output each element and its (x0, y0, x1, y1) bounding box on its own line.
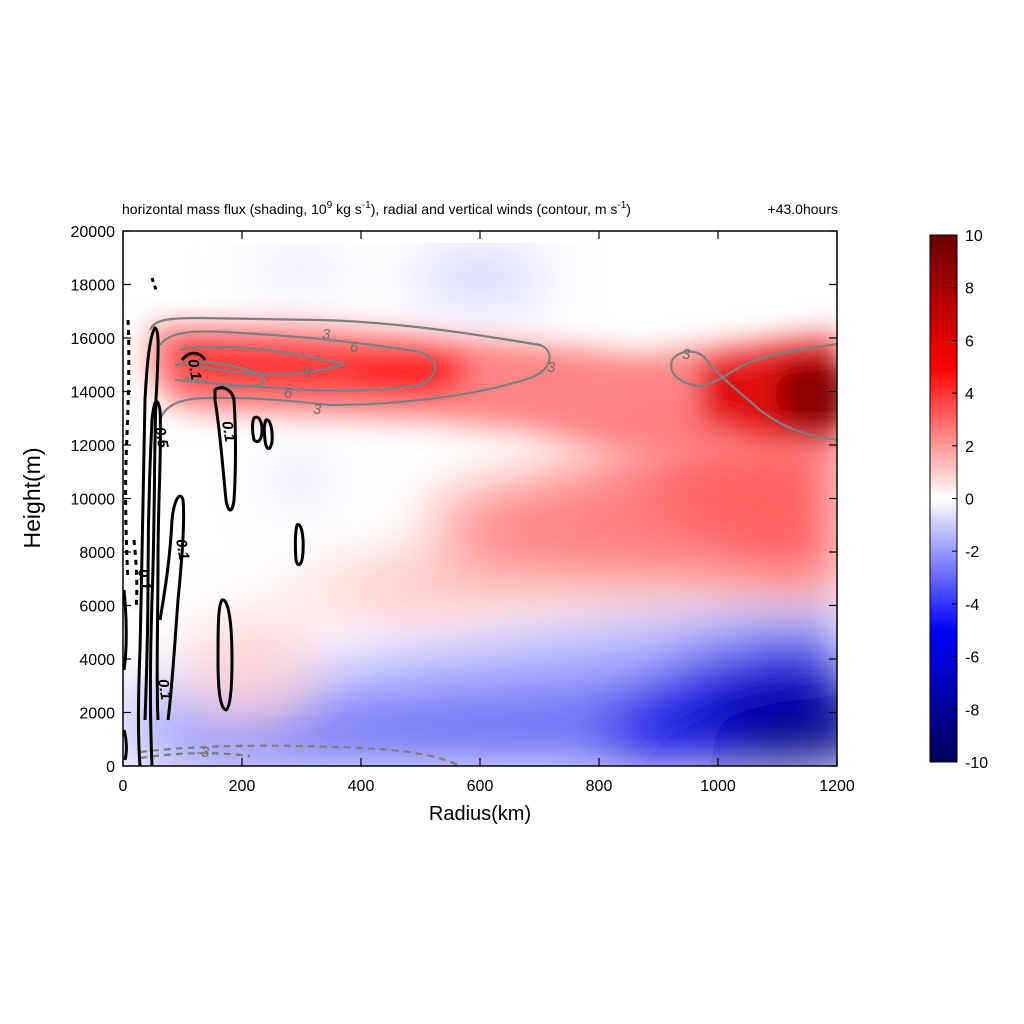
contour-radial-3-outer-b (670, 343, 837, 388)
y-tick-label: 18000 (71, 278, 116, 295)
contour-w-main (137, 326, 160, 766)
contour-w-left-2 (123, 729, 128, 761)
clabel-w-0.1-d: 0.1 (134, 568, 154, 591)
colorbar-ticks: 10 8 6 4 2 0 -2 -4 -6 -8 -10 (952, 228, 988, 772)
contour-w-small-2 (262, 418, 274, 450)
contour-w-neg-2 (132, 539, 139, 611)
time-label: +43.0hours (768, 201, 838, 217)
contour-w-neg-3 (150, 277, 158, 291)
y-tick-label: 8000 (79, 545, 115, 562)
colorbar-tick-label: -10 (965, 755, 988, 772)
colorbar-tick-label: -6 (965, 650, 979, 667)
contour-w-left (123, 589, 128, 671)
x-axis: 0 200 400 600 800 1000 1200 (119, 231, 855, 795)
clabel-w-0.1-a: 0.1 (184, 358, 204, 381)
colorbar-tick-label: -2 (965, 544, 979, 561)
y-tick-label: 12000 (71, 438, 116, 455)
clabel-3-far: 3 (682, 346, 691, 363)
contour-radial-6 (159, 330, 437, 392)
y-tick-label: 16000 (71, 331, 116, 348)
contour-radial-neg3 (139, 744, 461, 766)
colorbar-tick-label: 8 (965, 281, 974, 298)
chart-title: horizontal mass flux (shading, 109 kg s-… (122, 200, 631, 217)
colorbar: 10 8 6 4 2 0 -2 -4 -6 -8 -10 (929, 228, 988, 772)
clabel-3-bottom: 3 (313, 401, 322, 418)
clabel-6-top: 6 (350, 339, 359, 356)
x-tick-label: 800 (586, 778, 613, 795)
colorbar-tick-label: 6 (965, 333, 974, 350)
clabel-3-top: 3 (322, 326, 331, 343)
y-tick-label: 4000 (79, 652, 115, 669)
contour-w-small-1 (251, 415, 264, 443)
colorbar-tick-label: 2 (965, 439, 974, 456)
y-tick-label: 20000 (71, 224, 116, 241)
y-tick-label: 0 (106, 759, 115, 776)
x-axis-title: Radius(km) (429, 803, 531, 825)
colorbar-tick-label: -8 (965, 702, 979, 719)
colorbar-tick-label: 10 (965, 228, 983, 245)
x-tick-label: 600 (467, 778, 494, 795)
contour-labels: 3 6 9 6 3 3 3 -3 0.1 0.1 0.5 0.1 0.1 0.1 (134, 326, 691, 761)
contour-w-0.1-e (180, 351, 207, 362)
mass-flux-shading (123, 231, 837, 766)
clabel-9: 9 (303, 364, 312, 381)
contour-w-0.1-b (158, 494, 186, 721)
y-axis-title: Height(m) (19, 448, 45, 549)
x-tick-label: 1000 (700, 778, 736, 795)
clabel-w-0.1-e: 0.1 (154, 678, 174, 701)
vertical-wind-contours (123, 277, 305, 766)
contour-w-neg (124, 319, 131, 581)
contour-w-small-3 (293, 523, 305, 567)
x-tick-label: 400 (348, 778, 375, 795)
x-tick-label: 0 (119, 778, 128, 795)
contour-w-0.1-c (213, 386, 237, 512)
plot-area: 3 6 9 6 3 3 3 -3 0.1 0.1 0.5 0.1 0.1 0.1 (123, 231, 837, 766)
y-tick-label: 14000 (71, 385, 116, 402)
clabel-neg3: -3 (196, 744, 210, 761)
colorbar-tick-label: 0 (965, 492, 974, 509)
clabel-w-0.5: 0.5 (151, 426, 171, 450)
colorbar-tick-label: 4 (965, 386, 974, 403)
contour-w-0.1-d (216, 598, 234, 712)
colorbar-tick-label: -4 (965, 597, 979, 614)
clabel-w-0.1-c: 0.1 (172, 538, 192, 561)
clabel-w-0.1-b: 0.1 (218, 420, 238, 443)
contour-w-inner (143, 399, 163, 721)
radial-wind-contours (139, 316, 837, 766)
y-axis: 0 2000 4000 6000 8000 10000 12000 14000 16000 180… (71, 224, 837, 776)
clabel-3-right: 3 (547, 359, 556, 376)
contour-radial-3-upper (149, 316, 551, 421)
y-tick-label: 2000 (79, 706, 115, 723)
y-tick-label: 10000 (71, 492, 116, 509)
x-tick-label: 1200 (819, 778, 855, 795)
clabel-6-bottom: 6 (284, 385, 293, 402)
y-tick-label: 6000 (79, 599, 115, 616)
contour-radial-inner (174, 361, 266, 388)
x-tick-label: 200 (229, 778, 256, 795)
contour-radial-3-outer (671, 350, 837, 441)
contour-radial-9 (179, 345, 346, 376)
